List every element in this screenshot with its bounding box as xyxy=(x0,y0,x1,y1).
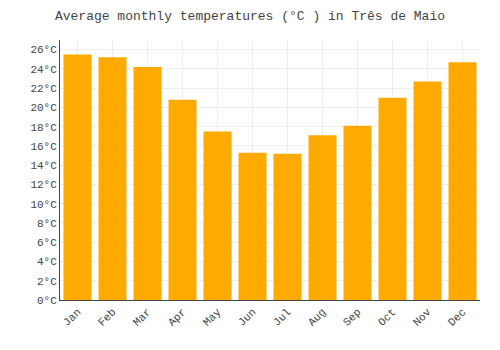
svg-text:Sep: Sep xyxy=(341,306,363,328)
svg-text:20°C: 20°C xyxy=(30,102,57,114)
svg-text:Dec: Dec xyxy=(446,306,468,328)
svg-text:Apr: Apr xyxy=(166,306,188,328)
svg-text:Average monthly temperatures (: Average monthly temperatures (°C ) in Tr… xyxy=(55,9,445,24)
svg-text:2°C: 2°C xyxy=(37,276,57,288)
svg-text:Aug: Aug xyxy=(306,306,328,328)
svg-text:Oct: Oct xyxy=(376,306,398,328)
svg-text:Mar: Mar xyxy=(131,306,153,328)
svg-text:8°C: 8°C xyxy=(37,218,57,230)
svg-text:16°C: 16°C xyxy=(30,141,57,153)
svg-text:22°C: 22°C xyxy=(30,83,57,95)
svg-text:18°C: 18°C xyxy=(30,122,57,134)
svg-text:Jul: Jul xyxy=(271,306,293,328)
svg-text:14°C: 14°C xyxy=(30,160,57,172)
svg-text:12°C: 12°C xyxy=(30,179,57,191)
svg-text:4°C: 4°C xyxy=(37,256,57,268)
svg-text:Feb: Feb xyxy=(96,306,118,328)
svg-text:Nov: Nov xyxy=(411,306,434,329)
svg-text:6°C: 6°C xyxy=(37,237,57,249)
svg-text:Jun: Jun xyxy=(236,306,258,328)
svg-text:24°C: 24°C xyxy=(30,64,57,76)
svg-text:26°C: 26°C xyxy=(30,44,57,56)
svg-text:10°C: 10°C xyxy=(30,199,57,211)
svg-text:May: May xyxy=(201,306,224,329)
svg-text:0°C: 0°C xyxy=(37,295,57,307)
svg-text:Jan: Jan xyxy=(61,306,83,328)
